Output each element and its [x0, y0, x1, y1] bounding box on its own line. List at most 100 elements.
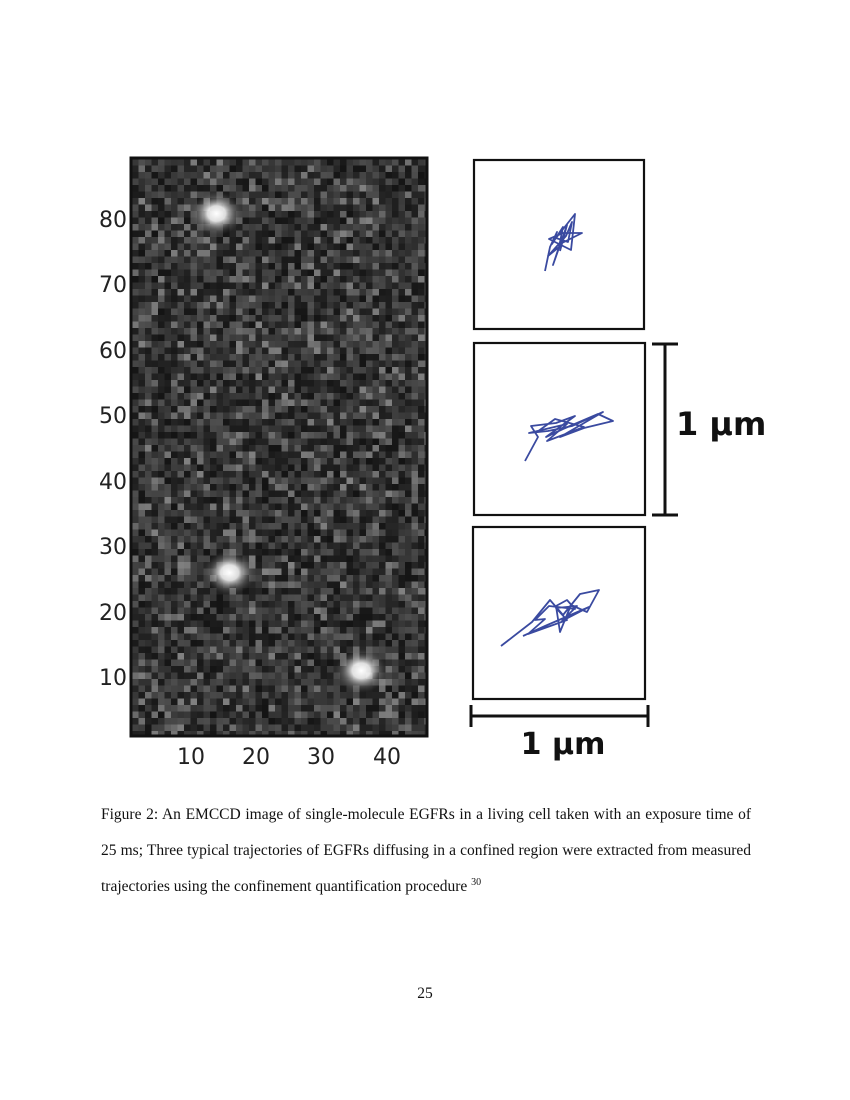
noise-pixel	[346, 393, 353, 400]
noise-pixel	[197, 432, 204, 439]
noise-pixel	[327, 705, 334, 712]
noise-pixel	[151, 289, 158, 296]
noise-pixel	[405, 185, 412, 192]
noise-pixel	[210, 588, 217, 595]
noise-pixel	[379, 334, 386, 341]
noise-pixel	[392, 328, 399, 335]
noise-pixel	[145, 523, 152, 530]
noise-pixel	[372, 438, 379, 445]
noise-pixel	[379, 458, 386, 465]
noise-pixel	[249, 620, 256, 627]
noise-pixel	[418, 211, 425, 218]
noise-pixel	[372, 250, 379, 257]
noise-pixel	[203, 458, 210, 465]
noise-pixel	[379, 328, 386, 335]
noise-pixel	[392, 230, 399, 237]
noise-pixel	[346, 510, 353, 517]
noise-pixel	[320, 627, 327, 634]
noise-pixel	[197, 321, 204, 328]
noise-pixel	[177, 172, 184, 179]
noise-pixel	[249, 659, 256, 666]
noise-pixel	[249, 477, 256, 484]
noise-pixel	[158, 718, 165, 725]
noise-pixel	[229, 633, 236, 640]
noise-pixel	[327, 302, 334, 309]
noise-pixel	[236, 601, 243, 608]
noise-pixel	[242, 243, 249, 250]
noise-pixel	[301, 237, 308, 244]
noise-pixel	[418, 718, 425, 725]
noise-pixel	[197, 627, 204, 634]
noise-pixel	[164, 419, 171, 426]
noise-pixel	[359, 640, 366, 647]
noise-pixel	[158, 204, 165, 211]
noise-pixel	[372, 711, 379, 718]
noise-pixel	[379, 419, 386, 426]
noise-pixel	[385, 627, 392, 634]
noise-pixel	[158, 256, 165, 263]
noise-pixel	[418, 276, 425, 283]
noise-pixel	[197, 477, 204, 484]
noise-pixel	[242, 451, 249, 458]
noise-pixel	[333, 256, 340, 263]
noise-pixel	[223, 529, 230, 536]
noise-pixel	[229, 237, 236, 244]
noise-pixel	[184, 679, 191, 686]
noise-pixel	[314, 204, 321, 211]
noise-pixel	[164, 367, 171, 374]
noise-pixel	[164, 204, 171, 211]
noise-pixel	[294, 523, 301, 530]
noise-pixel	[379, 165, 386, 172]
noise-pixel	[366, 464, 373, 471]
noise-pixel	[242, 282, 249, 289]
noise-pixel	[359, 360, 366, 367]
noise-pixel	[268, 282, 275, 289]
noise-pixel	[190, 601, 197, 608]
noise-pixel	[275, 497, 282, 504]
noise-pixel	[418, 354, 425, 361]
vertical-scale-bar	[652, 342, 678, 517]
noise-pixel	[138, 172, 145, 179]
noise-pixel	[418, 581, 425, 588]
noise-pixel	[294, 334, 301, 341]
noise-pixel	[424, 360, 426, 367]
noise-pixel	[294, 315, 301, 322]
noise-pixel	[314, 185, 321, 192]
noise-pixel	[242, 438, 249, 445]
noise-pixel	[307, 724, 314, 731]
noise-pixel	[242, 497, 249, 504]
noise-pixel	[281, 607, 288, 614]
noise-pixel	[249, 211, 256, 218]
noise-pixel	[340, 302, 347, 309]
noise-pixel	[301, 542, 308, 549]
noise-pixel	[164, 191, 171, 198]
noise-pixel	[379, 529, 386, 536]
noise-pixel	[411, 471, 418, 478]
noise-pixel	[392, 484, 399, 491]
noise-pixel	[294, 640, 301, 647]
noise-pixel	[210, 276, 217, 283]
noise-pixel	[184, 529, 191, 536]
noise-pixel	[145, 399, 152, 406]
noise-pixel	[424, 451, 426, 458]
noise-pixel	[203, 581, 210, 588]
noise-pixel	[132, 185, 139, 192]
noise-pixel	[398, 471, 405, 478]
noise-pixel	[236, 308, 243, 315]
noise-pixel	[223, 672, 230, 679]
noise-pixel	[223, 321, 230, 328]
noise-pixel	[411, 243, 418, 250]
noise-pixel	[275, 464, 282, 471]
noise-pixel	[275, 659, 282, 666]
noise-pixel	[184, 445, 191, 452]
bright-spot	[335, 648, 388, 693]
noise-pixel	[392, 575, 399, 582]
noise-pixel	[288, 360, 295, 367]
noise-pixel	[177, 380, 184, 387]
noise-pixel	[249, 718, 256, 725]
noise-pixel	[268, 412, 275, 419]
noise-pixel	[379, 198, 386, 205]
noise-pixel	[366, 328, 373, 335]
noise-pixel	[307, 718, 314, 725]
noise-pixel	[164, 542, 171, 549]
